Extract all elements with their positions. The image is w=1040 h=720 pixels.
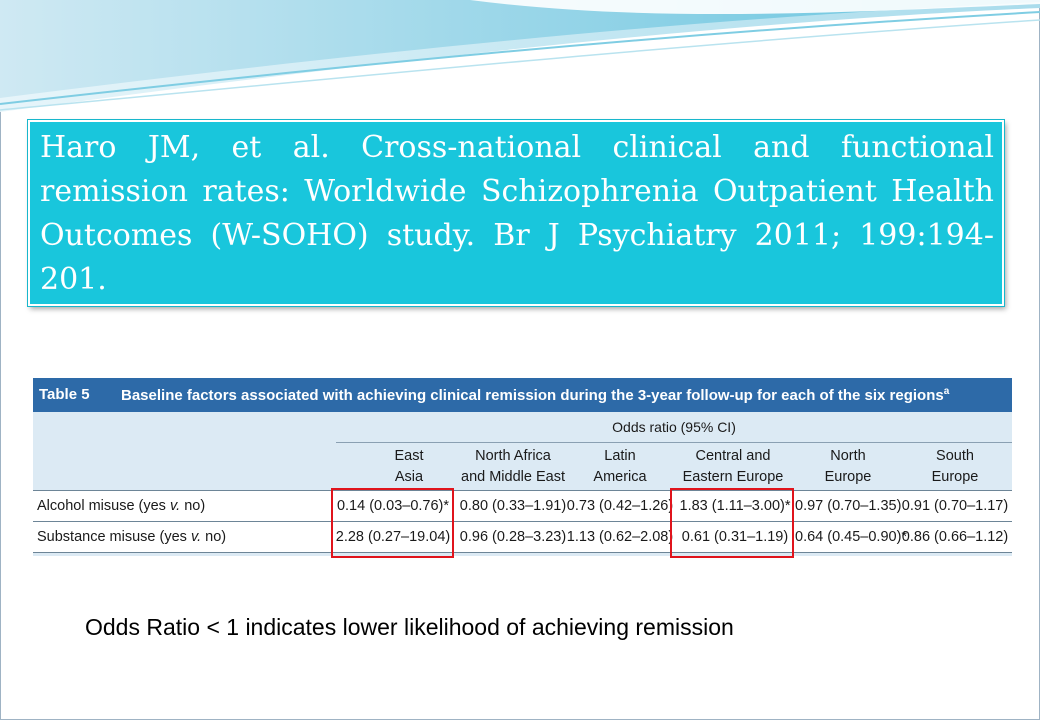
- column-header-line: East: [394, 448, 424, 464]
- row-label: Alcohol misuse (yes v. no): [37, 498, 206, 514]
- column-header-line: and Middle East: [461, 469, 565, 485]
- highlight-box-central-eastern-europe: [670, 488, 794, 558]
- column-header-line: Latin: [604, 448, 636, 464]
- table-cell: 1.83 (1.11–3.00)*: [679, 498, 791, 514]
- column-header-central-eastern-europe: Central and Eastern Europe: [675, 446, 791, 488]
- table-image: Table 5 Baseline factors associated with…: [33, 378, 1012, 556]
- table-cell: 2.28 (0.27–19.04): [335, 529, 451, 545]
- column-header-line: America: [593, 469, 647, 485]
- table-cell: 0.97 (0.70–1.35): [795, 498, 902, 514]
- table-number: Table 5: [39, 386, 90, 403]
- column-header-line: North: [830, 448, 866, 464]
- column-header-line: Asia: [394, 469, 424, 485]
- column-header-north-africa-middle-east: North Africa and Middle East: [453, 446, 573, 488]
- odds-ratio-header: Odds ratio (95% CI): [336, 412, 1012, 443]
- table-cell: 0.80 (0.33–1.91): [459, 498, 567, 514]
- table-cell: 0.64 (0.45–0.90)*: [795, 529, 908, 545]
- table-row-alcohol-misuse: Alcohol misuse (yes v. no) 0.14 (0.03–0.…: [33, 490, 1012, 522]
- column-header-line: Europe: [931, 469, 979, 485]
- column-header-line: North Africa: [475, 448, 551, 464]
- column-header-north-europe: North Europe: [795, 446, 901, 488]
- interpretation-note: Odds Ratio < 1 indicates lower likelihoo…: [85, 614, 734, 640]
- table-cell: 0.86 (0.66–1.12): [901, 529, 1009, 545]
- table-cell: 0.73 (0.42–1.26): [566, 498, 674, 514]
- table-cell: 0.14 (0.03–0.76)*: [336, 498, 450, 514]
- table-cell: 0.61 (0.31–1.19): [681, 529, 789, 545]
- column-header-south-europe: South Europe: [901, 446, 1009, 488]
- table-cell: 0.91 (0.70–1.17): [901, 498, 1009, 514]
- table-cell: 0.96 (0.28–3.23): [459, 529, 567, 545]
- versus-abbreviation: v.: [190, 529, 202, 545]
- decorative-swoosh: [0, 0, 1040, 112]
- column-header-line: Central and: [695, 448, 771, 464]
- table-caption: Baseline factors associated with achievi…: [121, 386, 949, 404]
- column-header-line: Europe: [824, 469, 872, 485]
- highlight-box-east-asia: [331, 488, 454, 558]
- versus-abbreviation: v.: [169, 498, 181, 514]
- citation-text: Haro JM, et al. Cross-national clinical …: [40, 130, 994, 297]
- table-title-bar: Table 5 Baseline factors associated with…: [33, 378, 1012, 412]
- citation-box: Haro JM, et al. Cross-national clinical …: [28, 120, 1004, 306]
- row-label: Substance misuse (yes v. no): [37, 529, 227, 545]
- column-header-latin-america: Latin America: [565, 446, 675, 488]
- column-header-east-asia: East Asia: [336, 446, 482, 488]
- column-header-line: South: [936, 448, 974, 464]
- table-caption-superscript: a: [943, 386, 950, 397]
- table-cell: 1.13 (0.62–2.08): [566, 529, 674, 545]
- column-header-line: Eastern Europe: [682, 469, 784, 485]
- table-row-substance-misuse: Substance misuse (yes v. no) 2.28 (0.27–…: [33, 522, 1012, 553]
- table-caption-text: Baseline factors associated with achievi…: [121, 387, 944, 404]
